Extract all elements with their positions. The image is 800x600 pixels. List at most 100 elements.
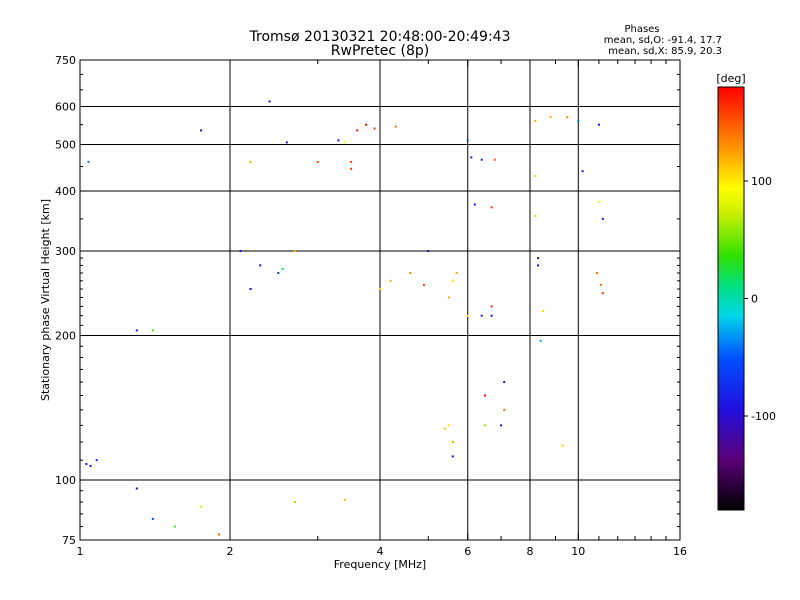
echo-point	[503, 408, 506, 411]
echo-point	[87, 160, 90, 163]
echo-point	[343, 141, 346, 144]
echo-point	[473, 203, 476, 206]
echo-point	[534, 214, 537, 217]
echo-point	[451, 279, 454, 282]
echo-point	[151, 329, 154, 332]
y-tick-label: 200	[55, 330, 76, 343]
x-axis-ticks: 1 2 4 6 8 10 16	[77, 60, 687, 558]
echo-point	[285, 141, 288, 144]
echo-point	[409, 272, 412, 274]
echo-point	[490, 305, 493, 308]
echo-point	[537, 257, 539, 260]
echo-point	[373, 127, 376, 130]
echo-point	[451, 455, 454, 458]
echo-point	[577, 119, 580, 122]
echo-point	[293, 250, 296, 252]
echo-point	[217, 533, 220, 536]
echo-point	[566, 116, 569, 119]
echo-point	[379, 288, 381, 290]
echo-point	[389, 279, 392, 282]
stats-extraordinary: mean, sd,X: 85.9, 20.3	[608, 46, 722, 57]
echo-point	[281, 268, 284, 271]
y-tick-label: 100	[55, 474, 76, 487]
stats-title: Phases	[624, 24, 659, 35]
echo-point	[599, 283, 602, 286]
chart-subtitle: RwPretec (8p)	[331, 43, 429, 59]
echo-point	[394, 125, 397, 128]
x-tick-label: 10	[571, 545, 585, 558]
colorbar-title: [deg]	[716, 72, 745, 85]
x-axis-label: Frequency [MHz]	[334, 558, 426, 571]
echo-point	[537, 264, 539, 267]
echo-point	[365, 123, 367, 126]
echo-point	[200, 505, 203, 508]
colorbar	[717, 86, 745, 511]
echo-point	[427, 250, 430, 252]
echo-point	[350, 160, 353, 163]
colorbar-ticks: 100 0 -100	[744, 175, 776, 423]
echo-point	[561, 444, 564, 447]
y-axis-ticks: 75 100 200 300 400 500 600 750	[55, 54, 680, 547]
echo-point	[534, 119, 537, 122]
colorbar-tick-label: 100	[751, 175, 772, 188]
echo-point	[293, 501, 296, 503]
x-tick-label: 6	[464, 545, 471, 558]
x-tick-label: 8	[527, 545, 534, 558]
y-tick-label: 300	[55, 245, 76, 258]
x-tick-label: 16	[673, 545, 687, 558]
y-tick-label: 600	[55, 101, 76, 114]
y-axis-label: Stationary phase Virtual Height [km]	[39, 199, 52, 401]
echo-points	[85, 100, 604, 536]
echo-point	[447, 296, 450, 299]
echo-point	[135, 487, 138, 490]
echo-point	[597, 200, 600, 203]
echo-point	[259, 264, 262, 267]
echo-point	[173, 525, 176, 528]
echo-point	[447, 424, 450, 427]
echo-point	[337, 139, 340, 142]
echo-point	[581, 170, 584, 173]
echo-point	[601, 217, 604, 220]
colorbar-tick-label: 0	[751, 293, 758, 306]
grid-lines	[80, 60, 680, 540]
echo-point	[422, 283, 425, 286]
echo-point	[95, 459, 98, 462]
echo-point	[480, 314, 483, 317]
echo-point	[480, 158, 483, 161]
y-tick-label: 400	[55, 185, 76, 198]
echo-point	[539, 339, 542, 342]
echo-point	[490, 314, 493, 317]
echo-point	[493, 158, 496, 161]
echo-point	[268, 100, 271, 103]
y-tick-label: 500	[55, 139, 76, 152]
echo-point	[534, 175, 537, 177]
echo-point	[277, 272, 280, 274]
echo-point	[597, 123, 600, 126]
echo-point	[200, 129, 203, 132]
x-tick-label: 2	[227, 545, 234, 558]
echo-point	[503, 381, 506, 384]
echo-point	[595, 272, 598, 274]
x-tick-label: 4	[377, 545, 384, 558]
echo-point	[239, 250, 242, 252]
stats-ordinary: mean, sd,O: -91.4, 17.7	[604, 35, 722, 46]
y-tick-label: 750	[55, 54, 76, 67]
echo-point	[490, 206, 493, 209]
echo-point	[601, 292, 604, 295]
echo-point	[135, 329, 138, 332]
echo-point	[455, 272, 458, 274]
echo-point	[470, 156, 473, 159]
echo-point	[466, 314, 469, 317]
echo-point	[316, 160, 319, 163]
echo-point	[542, 310, 545, 312]
echo-point	[549, 116, 552, 119]
echo-point	[484, 394, 487, 397]
echo-point	[89, 464, 92, 467]
echo-point	[85, 463, 88, 465]
echo-point	[484, 424, 487, 427]
chart-title: Tromsø 20130321 20:48:00-20:49:43	[249, 29, 511, 45]
echo-point	[443, 427, 446, 430]
echo-point	[249, 288, 252, 290]
x-tick-label: 1	[77, 545, 84, 558]
echo-point	[249, 160, 252, 163]
